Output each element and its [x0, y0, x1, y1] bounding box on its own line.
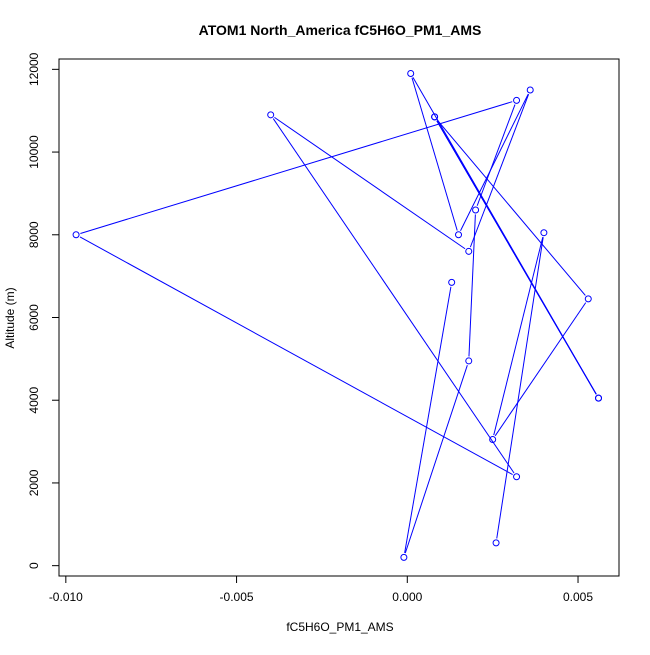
y-tick-label: 6000: [27, 304, 41, 331]
data-point: [267, 111, 275, 119]
y-tick-label: 12000: [27, 52, 41, 86]
series-segment: [80, 101, 513, 234]
series-segment: [494, 302, 587, 437]
series-segment: [496, 237, 544, 539]
data-point: [540, 229, 548, 237]
data-point: [472, 206, 480, 214]
series-segment: [404, 286, 452, 554]
y-tick-label: 4000: [27, 387, 41, 414]
series-segment: [493, 236, 544, 436]
plot-frame: [58, 58, 620, 577]
series-layer: [72, 69, 603, 561]
series-segment: [79, 236, 513, 476]
y-tick-label: 2000: [27, 469, 41, 496]
data-point: [513, 473, 521, 481]
data-point: [584, 295, 592, 303]
y-tick-label: 8000: [27, 221, 41, 248]
x-tick-label: -0.005: [220, 590, 254, 604]
x-tick-label: -0.010: [49, 590, 83, 604]
data-point: [72, 231, 80, 239]
series-segment: [436, 120, 597, 395]
data-point: [526, 86, 534, 94]
series-segment: [476, 104, 516, 206]
data-point: [465, 247, 473, 255]
data-point: [465, 357, 473, 365]
data-point: [489, 436, 497, 444]
data-point: [400, 553, 408, 561]
data-point: [448, 278, 456, 286]
data-point: [595, 394, 603, 402]
chart-title: ATOM1 North_America fC5H6O_PM1_AMS: [199, 22, 482, 38]
series-segment: [437, 120, 586, 296]
y-tick-label: 0: [27, 562, 41, 569]
data-point: [431, 113, 439, 121]
data-point: [492, 539, 500, 547]
series-segment: [469, 94, 530, 248]
series-segment: [274, 116, 466, 250]
x-axis: -0.010 -0.005 0.000 0.005: [49, 575, 593, 604]
y-axis: 0 2000 4000 6000 8000 10000 12000: [27, 52, 60, 569]
series-segment: [272, 118, 515, 474]
data-point: [407, 69, 415, 77]
x-axis-label: fC5H6O_PM1_AMS: [286, 620, 393, 634]
x-tick-label: 0.000: [392, 590, 422, 604]
series-segment: [411, 77, 458, 231]
series-segment: [404, 365, 468, 554]
series-segment: [460, 93, 529, 231]
data-point: [455, 231, 463, 239]
data-point: [513, 96, 521, 104]
y-axis-label: Altitude (m): [3, 287, 17, 348]
y-tick-label: 10000: [27, 135, 41, 169]
x-tick-label: 0.005: [563, 590, 593, 604]
